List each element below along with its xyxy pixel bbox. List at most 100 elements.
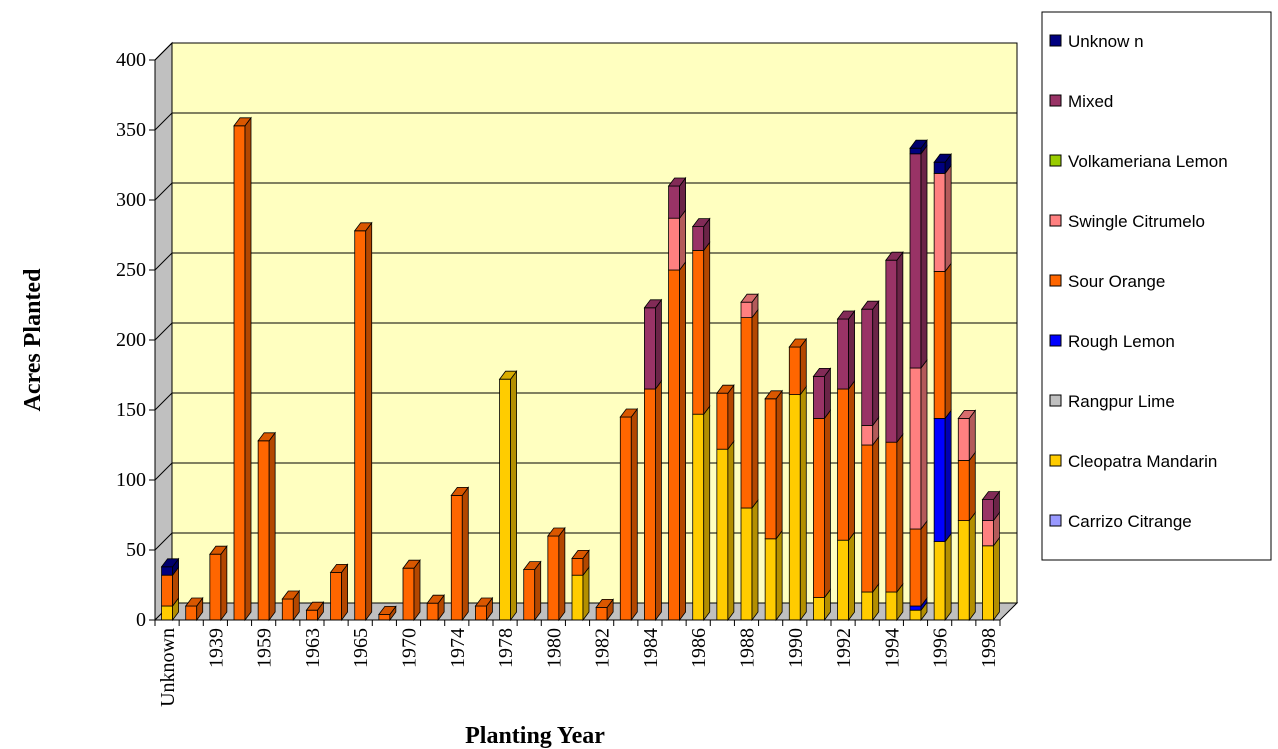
bar-top [209, 545, 228, 555]
bar-segment-side [534, 560, 542, 622]
bar-segment [547, 535, 560, 621]
x-tick-label: 1974 [447, 628, 469, 668]
bar-segment [885, 441, 898, 593]
bar-segment [861, 308, 874, 426]
bar-segment [740, 317, 753, 509]
bar-segment [909, 528, 922, 607]
bar-segment [813, 597, 825, 621]
bar-segment-side [848, 309, 855, 391]
legend-label: Sour Orange [1068, 272, 1165, 291]
x-tick-label: 1980 [543, 628, 565, 668]
bar-segment-side [413, 559, 421, 622]
bar-top [619, 408, 639, 418]
y-axis-title: Acres Planted [20, 268, 46, 412]
bar-top [716, 384, 735, 394]
bar-top [764, 390, 783, 400]
bar-segment [161, 605, 173, 621]
bar-segment [257, 440, 270, 621]
bar-segment [933, 270, 946, 419]
bar-top [643, 299, 663, 309]
legend-label: Cleopatra Mandarin [1068, 452, 1217, 471]
bar-segment-side [775, 389, 783, 540]
bar-segment [861, 424, 874, 446]
gridline-side [154, 42, 173, 61]
bar-segment-side [872, 300, 880, 427]
x-tick-label: 1986 [688, 628, 710, 668]
x-tick-label: 1998 [978, 628, 1000, 668]
bar-top [426, 594, 445, 604]
bar-segment-side [968, 451, 976, 522]
bar-top [184, 597, 204, 607]
bar-segment [523, 569, 536, 621]
legend-swatch [1049, 34, 1062, 47]
bar-segment-side [679, 260, 686, 622]
bar-segment-side [244, 116, 252, 622]
legend-swatch [1049, 454, 1062, 467]
x-tick-label: 1978 [495, 628, 517, 668]
bar-segment-side [872, 435, 880, 594]
bar-segment-side [968, 511, 976, 622]
bar-segment-side [751, 308, 759, 510]
bar-segment-side [655, 379, 662, 622]
bar-segment [813, 375, 825, 419]
bar-segment [885, 591, 898, 621]
y-tick-label: 300 [116, 189, 146, 211]
bar-segment-side [727, 440, 735, 622]
bar-top [571, 550, 590, 559]
legend-label: Carrizo Citrange [1068, 512, 1192, 531]
bar-top [329, 564, 349, 573]
bar-segment-side [365, 221, 373, 622]
bar-segment-side [799, 385, 807, 622]
x-tick-label: 1996 [930, 628, 952, 668]
bar-segment-side [944, 532, 952, 622]
bar-segment-side [727, 384, 735, 451]
bar-top [595, 599, 614, 608]
legend-label: Unknow n [1068, 32, 1144, 51]
bar-segment [813, 417, 825, 598]
y-tick-label: 400 [116, 49, 146, 71]
bar-segment [692, 413, 705, 621]
bar-top [957, 409, 977, 419]
bar-segment [306, 609, 318, 621]
bar-segment [933, 417, 946, 542]
bar-segment [909, 367, 922, 530]
gridline-side [154, 322, 173, 341]
legend: Unknow n Mixed Volkameriana Lemon Swingle C… [1041, 11, 1272, 561]
bar-segment [402, 567, 415, 621]
bar-segment [378, 614, 391, 621]
bar-segment [909, 609, 922, 621]
x-tick-label: 1959 [254, 628, 276, 668]
bar-top [474, 597, 494, 607]
bar-segment-side [896, 250, 904, 444]
bar-segment-side [848, 531, 855, 622]
bar-segment [837, 318, 849, 390]
bar-segment-side [679, 208, 686, 272]
bar-segment-side [920, 144, 928, 370]
bar-top [788, 338, 808, 348]
legend-box [1041, 11, 1272, 561]
bar-segment-side [824, 409, 831, 599]
bar-segment [837, 388, 849, 541]
y-tick-label: 350 [116, 119, 146, 141]
bar-segment-side [630, 407, 638, 622]
bar-top [933, 153, 952, 163]
bar-top [305, 601, 325, 611]
legend-label: Swingle Citrumelo [1068, 212, 1205, 231]
bar-segment-side [655, 298, 662, 391]
x-tick-label: 1965 [350, 628, 372, 668]
bar-segment [354, 230, 367, 621]
bar-segment [692, 226, 705, 251]
legend-swatch [1049, 514, 1062, 527]
bar-segment [861, 591, 874, 621]
bar-segment [668, 217, 680, 271]
bar-segment [933, 161, 946, 174]
bar-segment [426, 602, 439, 621]
legend-label: Rangpur Lime [1068, 392, 1175, 411]
x-tick-label: 1992 [833, 628, 855, 668]
bar-top [498, 370, 518, 380]
bar-segment [909, 153, 922, 369]
bar-segment-side [944, 164, 952, 273]
bar-segment [668, 185, 680, 219]
bar-segment [788, 394, 801, 621]
legend-swatch [1049, 94, 1062, 107]
